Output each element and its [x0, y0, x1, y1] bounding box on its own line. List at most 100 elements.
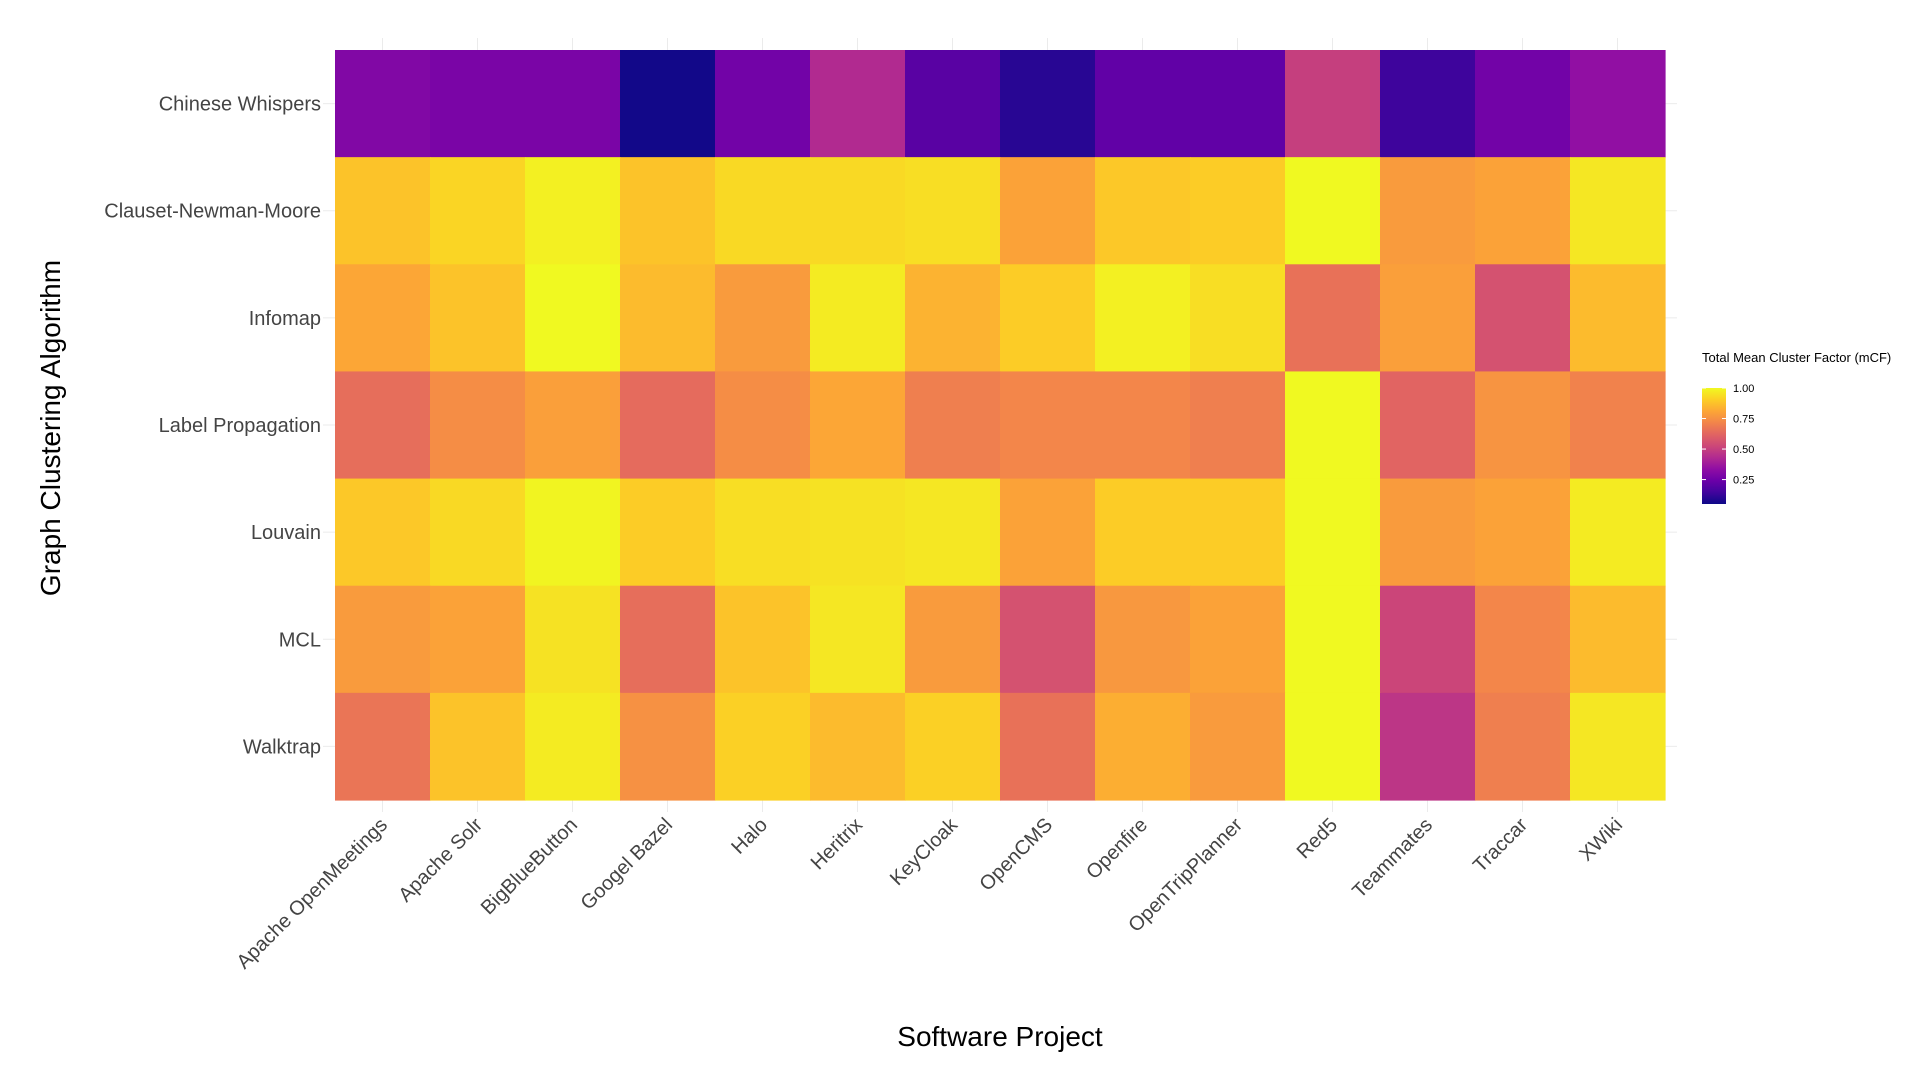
x-tick-label: Teammates [1348, 814, 1437, 903]
y-axis-tick-labels: Chinese Whispers Clauset-Newman-Moore Info… [104, 94, 321, 759]
colorbar-tick-label: 0.25 [1733, 475, 1754, 487]
x-tick-label: BigBlueButton [477, 814, 582, 919]
heatmap-cell [620, 50, 716, 158]
heatmap-cell [1380, 371, 1476, 480]
heatmap-cell [715, 478, 811, 587]
heatmap-cell [1380, 50, 1476, 158]
heatmap-cell [1285, 585, 1381, 694]
y-tick-label: MCL [279, 629, 321, 651]
y-tick-label: Chinese Whispers [159, 94, 321, 116]
heatmap-cell [430, 478, 526, 587]
heatmap-cell [905, 264, 1001, 373]
heatmap-cell [1570, 585, 1666, 694]
colorbar-tick-label: 0.50 [1733, 444, 1754, 456]
heatmap-cell [525, 371, 621, 480]
heatmap-cell [1190, 264, 1286, 373]
heatmap-cell [620, 371, 716, 480]
heatmap-cell [1285, 264, 1381, 373]
y-tick-label: Infomap [249, 308, 321, 330]
heatmap-cell [905, 478, 1001, 587]
heatmap-cell [1190, 585, 1286, 694]
heatmap-cell [335, 50, 431, 158]
heatmap-cell [1380, 585, 1476, 694]
heatmap-cell [1570, 478, 1666, 587]
heatmap-cell [715, 371, 811, 480]
heatmap-cell [335, 157, 431, 265]
heatmap-cell [715, 50, 811, 158]
heatmap-cell [905, 585, 1001, 694]
y-axis-title: Graph Clustering Algorithm [35, 260, 66, 596]
heatmap-cell [1000, 478, 1096, 587]
heatmap-cell [430, 50, 526, 158]
x-tick-label: Apache Solr [394, 814, 487, 907]
heatmap-cell [1380, 264, 1476, 373]
x-tick-label: XWiki [1575, 814, 1627, 866]
x-tick-label: Halo [727, 814, 772, 859]
heatmap-cell [1475, 585, 1571, 694]
heatmap-cell [715, 264, 811, 373]
colorbar-gradient [1702, 388, 1726, 504]
heatmap-cell [1000, 692, 1096, 801]
heatmap-cell [1475, 264, 1571, 373]
heatmap-cell [335, 585, 431, 694]
y-tick-label: Clauset-Newman-Moore [104, 201, 321, 223]
heatmap-cell [1095, 478, 1191, 587]
heatmap-cell [335, 478, 431, 587]
heatmap-cell [1190, 371, 1286, 480]
heatmap-cell [1000, 157, 1096, 265]
heatmap-cell [525, 157, 621, 265]
heatmap-cell [1095, 692, 1191, 801]
heatmap-cell [1380, 692, 1476, 801]
heatmap-cell [525, 692, 621, 801]
heatmap-cell [525, 478, 621, 587]
heatmap-cell [620, 264, 716, 373]
x-tick-label: Traccar [1469, 814, 1532, 877]
colorbar-ticks: 1.00 0.75 0.50 0.25 [1702, 383, 1754, 487]
heatmap-cell [1475, 692, 1571, 801]
heatmap-cell [620, 478, 716, 587]
heatmap-cell [1475, 371, 1571, 480]
heatmap-cell [1190, 50, 1286, 158]
heatmap-cell [1285, 478, 1381, 587]
heatmap-cell [430, 157, 526, 265]
heatmap-cell [525, 264, 621, 373]
heatmap-cell [905, 50, 1001, 158]
heatmap-cell [1095, 264, 1191, 373]
heatmap-cell [1570, 264, 1666, 373]
heatmap-cells [335, 50, 1666, 801]
x-tick-label: Heritrix [807, 814, 867, 874]
heatmap-cell [335, 371, 431, 480]
heatmap-cell [1190, 157, 1286, 265]
heatmap-cell [1475, 50, 1571, 158]
y-tick-label: Louvain [251, 522, 321, 544]
x-axis-title: Software Project [897, 1021, 1103, 1052]
heatmap-cell [1285, 50, 1381, 158]
heatmap-cell [905, 371, 1001, 480]
heatmap-cell [810, 478, 906, 587]
heatmap-cell [905, 157, 1001, 265]
heatmap-cell [525, 50, 621, 158]
heatmap-cell [430, 264, 526, 373]
heatmap-cell [1190, 478, 1286, 587]
heatmap-cell [810, 50, 906, 158]
y-tick-label: Label Propagation [159, 415, 321, 437]
x-tick-label: Red5 [1293, 814, 1342, 863]
heatmap-cell [1000, 264, 1096, 373]
heatmap-cell [810, 585, 906, 694]
heatmap-cell [715, 585, 811, 694]
colorbar-title: Total Mean Cluster Factor (mCF) [1702, 350, 1891, 365]
heatmap-cell [1095, 371, 1191, 480]
heatmap-cell [1475, 478, 1571, 587]
heatmap-cell [810, 157, 906, 265]
heatmap-cell [1570, 371, 1666, 480]
x-tick-label: Openfire [1082, 814, 1152, 884]
heatmap-cell [1095, 585, 1191, 694]
heatmap-cell [620, 692, 716, 801]
heatmap-cell [620, 585, 716, 694]
heatmap-cell [1285, 371, 1381, 480]
heatmap-cell [905, 692, 1001, 801]
heatmap-cell [430, 692, 526, 801]
heatmap-cell [1570, 157, 1666, 265]
heatmap-cell [1380, 478, 1476, 587]
